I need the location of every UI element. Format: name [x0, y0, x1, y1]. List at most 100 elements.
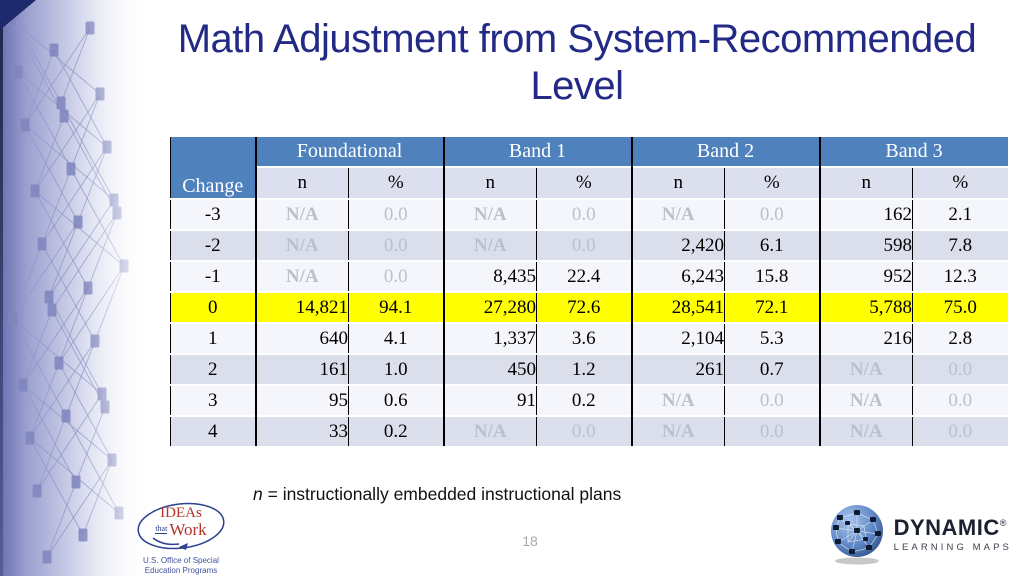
- pct-cell: 94.1: [348, 291, 444, 323]
- change-value: -3: [170, 198, 256, 230]
- footnote-variable: n: [253, 484, 263, 504]
- pct-cell: 12.3: [912, 260, 1008, 292]
- n-cell: N/A: [254, 198, 349, 230]
- pct-cell: 0.0: [536, 229, 632, 261]
- n-cell: 28,541: [630, 291, 725, 323]
- that-word: that: [155, 524, 168, 534]
- pct-cell: 72.6: [536, 291, 632, 323]
- n-cell: N/A: [254, 229, 349, 261]
- pct-cell: 0.0: [912, 384, 1008, 416]
- network-pattern: [3, 0, 129, 564]
- change-value: -1: [170, 260, 256, 292]
- n-cell: 162: [818, 198, 913, 230]
- pct-cell: 0.0: [724, 415, 820, 446]
- pct-cell: 2.8: [912, 322, 1008, 354]
- band-header-band1: Band 1: [442, 137, 632, 167]
- adjustment-table: Change Foundational Band 1 Band 2 Band 3…: [170, 137, 1008, 446]
- n-cell: N/A: [254, 260, 349, 292]
- pct-cell: 0.2: [348, 415, 444, 446]
- band-header-row: Change Foundational Band 1 Band 2 Band 3: [170, 137, 1008, 199]
- band-header-foundational: Foundational: [254, 137, 444, 167]
- n-cell: N/A: [442, 198, 537, 230]
- change-value: 1: [170, 322, 256, 354]
- n-cell: 6,243: [630, 260, 725, 292]
- pct-cell: 0.0: [348, 229, 444, 261]
- n-cell: 161: [254, 353, 349, 385]
- pct-cell: 1.0: [348, 353, 444, 385]
- n-cell: 216: [818, 322, 913, 354]
- ideas-caption-line1: U.S. Office of Special: [143, 556, 219, 565]
- table-row-change-0: 0 14,821 94.1 27,280 72.6 28,541 72.1 5,788 75.0: [170, 291, 1008, 323]
- n-cell: N/A: [630, 384, 725, 416]
- pct-cell: 0.0: [348, 198, 444, 230]
- pct-cell: 0.2: [536, 384, 632, 416]
- ideas-oval-icon: [137, 502, 225, 550]
- pct-cell: 1.2: [536, 353, 632, 385]
- pct-cell: 2.1: [912, 198, 1008, 230]
- subheader-n: n: [630, 166, 725, 199]
- page-title: Math Adjustment from System-Recommended …: [140, 16, 1014, 110]
- pct-cell: 0.0: [348, 260, 444, 292]
- pct-cell: 72.1: [724, 291, 820, 323]
- pct-cell: 0.0: [724, 384, 820, 416]
- n-cell: N/A: [818, 353, 913, 385]
- pct-cell: 5.3: [724, 322, 820, 354]
- n-cell: 33: [254, 415, 349, 446]
- change-header: Change: [170, 137, 256, 199]
- subheader-n: n: [254, 166, 349, 199]
- footnote-text: = instructionally embedded instructional…: [267, 484, 622, 504]
- band-header-band2: Band 2: [630, 137, 820, 167]
- n-cell: N/A: [630, 198, 725, 230]
- pct-cell: 75.0: [912, 291, 1008, 323]
- n-cell: N/A: [442, 229, 537, 261]
- registered-mark: ®: [999, 518, 1007, 528]
- n-cell: 952: [818, 260, 913, 292]
- n-cell: N/A: [818, 384, 913, 416]
- pct-cell: 0.6: [348, 384, 444, 416]
- n-cell: 27,280: [442, 291, 537, 323]
- pct-cell: 0.0: [536, 415, 632, 446]
- n-cell: 1,337: [442, 322, 537, 354]
- subheader-row: n% n% n% n%: [171, 166, 1008, 199]
- pct-cell: 15.8: [724, 260, 820, 292]
- corner-accent: [0, 0, 36, 30]
- table-row-change-3: 3 95 0.6 91 0.2 N/A 0.0 N/A 0.0: [170, 384, 1008, 416]
- n-cell: 8,435: [442, 260, 537, 292]
- n-cell: 261: [630, 353, 725, 385]
- change-value: 0: [170, 291, 256, 323]
- n-cell: 598: [818, 229, 913, 261]
- n-cell: N/A: [818, 415, 913, 446]
- title-line-2: Level: [530, 63, 624, 108]
- n-cell: 450: [442, 353, 537, 385]
- table-row-change--3: -3 N/A 0.0 N/A 0.0 N/A 0.0 162 2.1: [170, 198, 1008, 230]
- n-cell: N/A: [630, 415, 725, 446]
- pct-cell: 0.0: [724, 198, 820, 230]
- work-word: Work: [169, 520, 207, 539]
- table-row-change-2: 2 161 1.0 450 1.2 261 0.7 N/A 0.0: [170, 353, 1008, 385]
- page-number: 18: [522, 533, 538, 549]
- n-cell: 14,821: [254, 291, 349, 323]
- pct-cell: 6.1: [724, 229, 820, 261]
- pct-cell: 0.0: [536, 198, 632, 230]
- ideas-word: IDEAs: [160, 505, 202, 521]
- band-header-band3: Band 3: [818, 137, 1008, 167]
- dlm-tagline: LEARNING MAPS: [893, 542, 1012, 553]
- subheader-n: n: [442, 166, 537, 199]
- table-row-change-4: 4 33 0.2 N/A 0.0 N/A 0.0 N/A 0.0: [170, 415, 1008, 446]
- dlm-name: DYNAMIC: [893, 515, 1000, 540]
- pct-cell: 0.0: [912, 353, 1008, 385]
- subheader-pct: %: [348, 166, 444, 199]
- subheader-pct: %: [724, 166, 820, 199]
- n-cell: 95: [254, 384, 349, 416]
- change-value: 3: [170, 384, 256, 416]
- pct-cell: 3.6: [536, 322, 632, 354]
- dlm-logo-text: DYNAMIC® LEARNING MAPS: [893, 515, 1012, 554]
- pct-cell: 7.8: [912, 229, 1008, 261]
- table-row-change--1: -1 N/A 0.0 8,435 22.4 6,243 15.8 952 12.3: [170, 260, 1008, 292]
- change-value: 2: [170, 353, 256, 385]
- pct-cell: 0.7: [724, 353, 820, 385]
- n-cell: 2,420: [630, 229, 725, 261]
- n-cell: 5,788: [818, 291, 913, 323]
- ideas-logo-text: IDEAs that Work: [131, 506, 231, 539]
- n-cell: N/A: [442, 415, 537, 446]
